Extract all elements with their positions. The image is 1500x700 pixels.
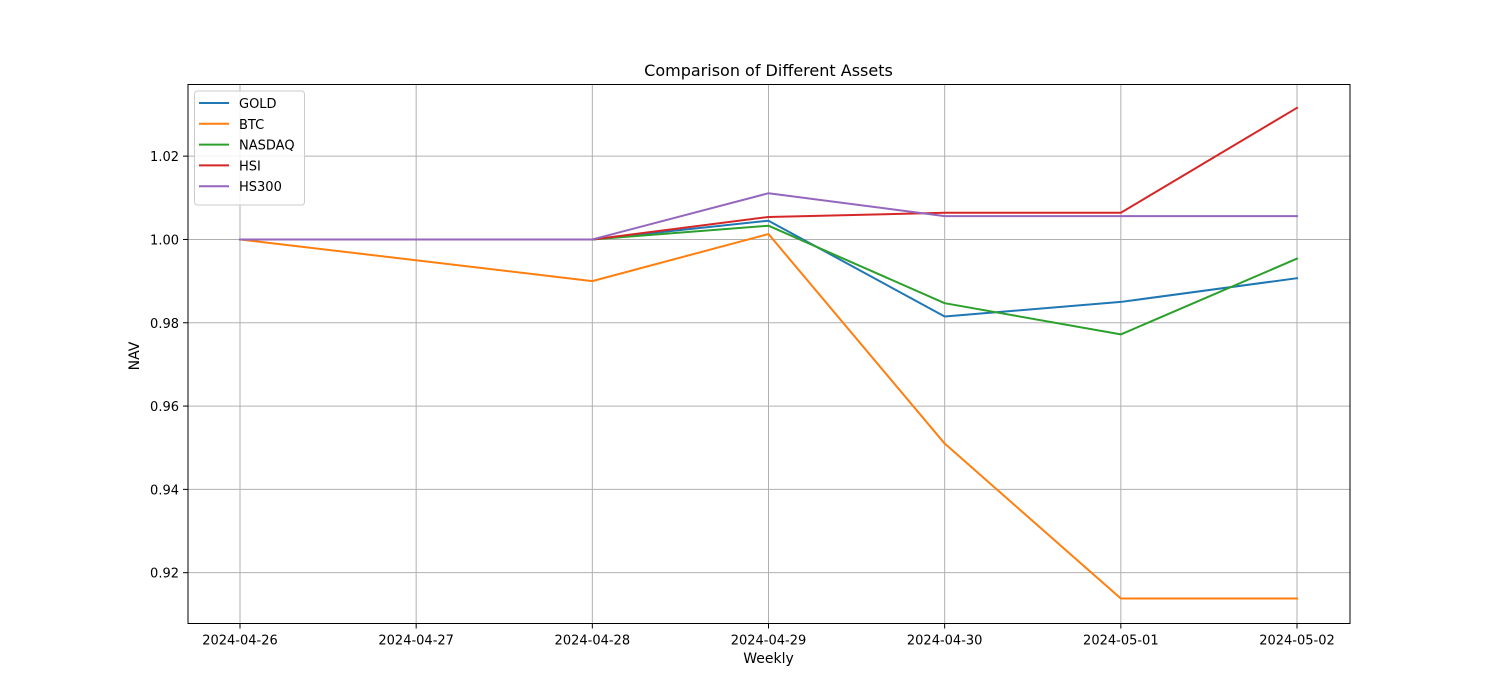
x-tick-label: 2024-04-30 — [907, 634, 983, 649]
x-tick-label: 2024-05-02 — [1259, 634, 1335, 649]
y-axis-label: NAV — [127, 341, 143, 370]
x-tick-label: 2024-04-28 — [555, 634, 631, 649]
y-axis: 0.92 0.94 0.96 0.98 1.00 1.02 — [150, 150, 188, 582]
legend-label-hsi: HSI — [239, 159, 261, 174]
grid — [188, 84, 1350, 624]
y-tick-label: 0.92 — [150, 567, 179, 582]
x-axis: 2024-04-26 2024-04-27 2024-04-28 2024-04-29… — [202, 623, 1335, 649]
legend: GOLD BTC NASDAQ HSI HS300 — [194, 90, 305, 206]
x-tick-label: 2024-04-26 — [202, 634, 278, 649]
legend-label-btc: BTC — [239, 118, 264, 133]
x-tick-label: 2024-05-01 — [1083, 634, 1159, 649]
y-tick-label: 1.02 — [150, 150, 179, 165]
legend-box — [194, 90, 305, 206]
y-tick-label: 0.98 — [150, 317, 179, 332]
legend-label-hs300: HS300 — [239, 180, 282, 195]
chart-title: Comparison of Different Assets — [644, 61, 893, 80]
legend-label-gold: GOLD — [239, 97, 277, 112]
y-tick-label: 0.96 — [150, 400, 179, 415]
series-line-btc — [238, 233, 1298, 600]
series-line-hs300 — [239, 192, 1298, 241]
y-tick-label: 1.00 — [150, 233, 179, 248]
y-tick-label: 0.94 — [150, 483, 179, 498]
x-tick-label: 2024-04-27 — [378, 634, 454, 649]
x-tick-label: 2024-04-29 — [731, 634, 807, 649]
legend-label-nasdaq: NASDAQ — [239, 139, 295, 154]
series-layer — [238, 106, 1299, 600]
x-axis-label: Weekly — [743, 651, 794, 667]
